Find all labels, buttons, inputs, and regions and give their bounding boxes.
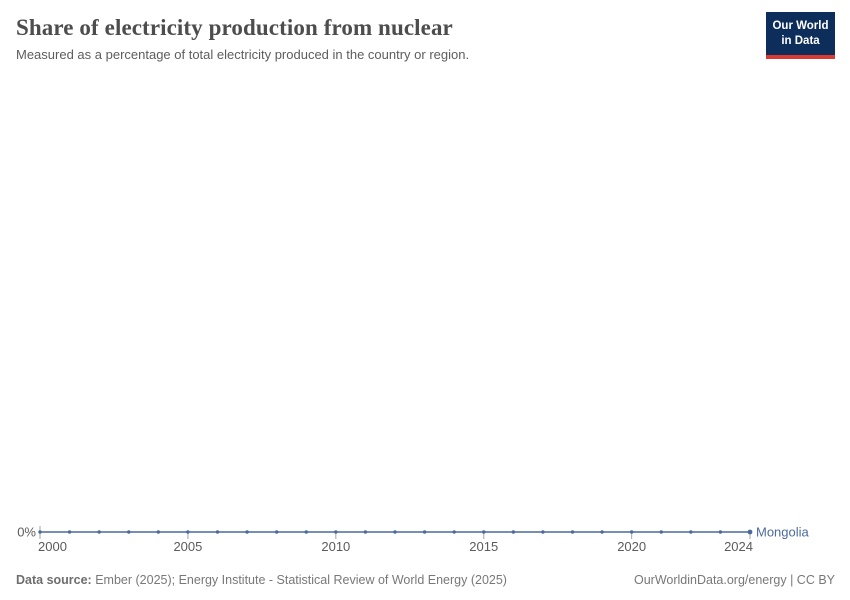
data-point-marker[interactable] [629, 530, 634, 534]
x-axis-tick-label: 2000 [38, 539, 67, 554]
data-point-marker[interactable] [600, 530, 604, 534]
x-axis-tick-label: 2015 [469, 539, 498, 554]
data-point-marker[interactable] [689, 530, 693, 534]
owid-logo-line2: in Data [781, 34, 820, 47]
data-point-marker[interactable] [718, 530, 723, 534]
data-point-marker[interactable] [97, 530, 101, 534]
page-title: Share of electricity production from nuc… [16, 15, 453, 40]
data-point-marker[interactable] [334, 530, 338, 534]
data-point-marker[interactable] [570, 530, 575, 534]
datasource-label: Data source: [16, 573, 92, 587]
chart-header: Share of electricity production from nuc… [16, 14, 750, 63]
x-axis-tick-label: 2010 [321, 539, 350, 554]
data-point-marker[interactable] [511, 530, 516, 534]
owid-logo-line1: Our World [772, 20, 829, 32]
x-axis-tick-label: 2024 [724, 539, 753, 554]
footer-datasource[interactable]: Data source: Ember (2025); Energy Instit… [16, 573, 507, 587]
footer-license-link[interactable]: OurWorldinData.org/energy | CC BY [633, 573, 835, 587]
y-axis-tick-label: 0% [17, 525, 36, 540]
data-point-marker[interactable] [482, 530, 486, 534]
data-point-marker[interactable] [245, 530, 249, 534]
entity-label: Mongolia [756, 525, 810, 540]
chart-footer: Data source: Ember (2025); Energy Instit… [16, 573, 835, 587]
datasource-text: Ember (2025); Energy Institute - Statist… [91, 573, 507, 587]
data-point-marker[interactable] [127, 530, 131, 534]
data-point-marker[interactable] [38, 530, 42, 534]
x-axis-tick-label: 2005 [173, 539, 202, 554]
data-point-marker[interactable] [393, 530, 397, 534]
owid-logo[interactable]: Our World in Data [766, 12, 835, 59]
data-point-marker[interactable] [156, 530, 161, 534]
data-point-marker[interactable] [659, 530, 663, 534]
data-point-marker[interactable] [422, 530, 427, 534]
data-point-marker[interactable] [274, 530, 279, 534]
data-point-marker[interactable] [452, 530, 456, 534]
data-point-marker[interactable] [215, 530, 220, 534]
data-point-marker[interactable] [363, 530, 368, 534]
page-subtitle: Measured as a percentage of total electr… [16, 46, 470, 62]
data-point-marker[interactable] [541, 530, 545, 534]
data-point-marker[interactable] [67, 530, 72, 534]
data-point-marker[interactable] [304, 530, 308, 534]
data-point-marker[interactable] [747, 529, 753, 535]
x-axis-tick-label: 2020 [617, 539, 646, 554]
data-point-marker[interactable] [186, 530, 190, 534]
